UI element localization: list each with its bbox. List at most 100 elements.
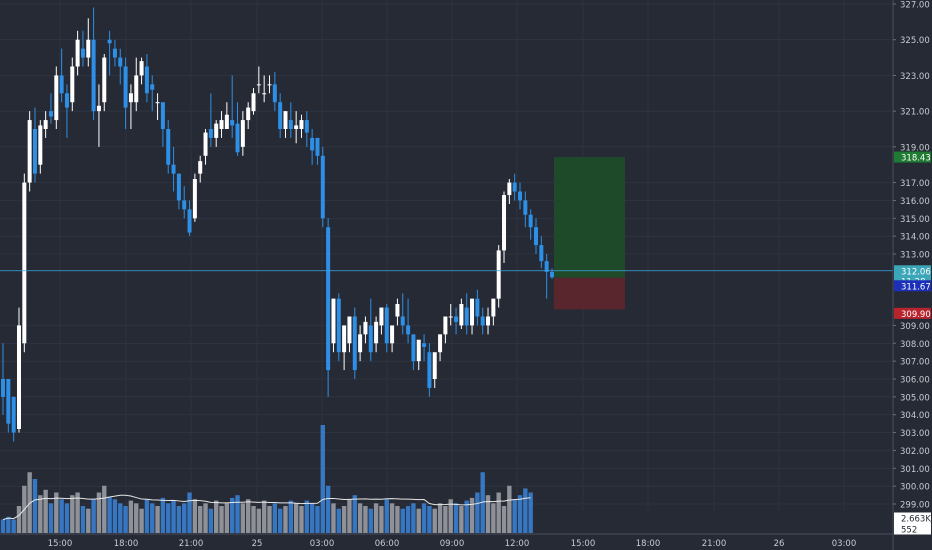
candle-body [438, 334, 443, 353]
volume-bars [0, 425, 533, 533]
price-tick-label: 327.00 [900, 1, 930, 11]
volume-bar [229, 497, 235, 533]
volume-bar [459, 506, 464, 533]
time-tick-label: 03:00 [832, 539, 857, 549]
volume-bar [395, 506, 400, 533]
candle-body [390, 325, 395, 344]
candle-body [518, 191, 523, 201]
volume-bar [171, 500, 176, 533]
volume-bar [32, 479, 38, 533]
volume-bar [400, 508, 405, 533]
candle-body [272, 84, 277, 103]
volume-bar [155, 506, 160, 533]
candle-body [315, 137, 320, 156]
volume-bar [70, 495, 75, 533]
volume-bar [123, 506, 128, 533]
volume-bar [405, 506, 411, 533]
volume-bar [128, 500, 134, 533]
price-tick-label: 319.00 [900, 143, 930, 153]
volume-bar [373, 503, 379, 533]
volume-bar [214, 500, 219, 533]
price-axis[interactable]: 327.00 325.00 323.00 321.00 319.00 317.00 316.… [892, 0, 930, 550]
target-price-tag-bg [894, 151, 931, 163]
volume-bar [421, 503, 427, 533]
profit-target-zone[interactable] [553, 157, 625, 278]
volume-bar [267, 506, 272, 533]
risk-reward-zones[interactable] [553, 157, 625, 310]
candle-body [6, 379, 11, 424]
volume-moving-average-line [2, 494, 531, 520]
volume-bar [224, 503, 230, 533]
candle-body [320, 155, 325, 219]
candle-body [464, 307, 469, 326]
volume-bar [341, 506, 347, 533]
stop-loss-zone[interactable] [553, 277, 625, 310]
volume-bar [347, 499, 352, 533]
price-tick-label: 305.00 [900, 393, 930, 403]
candle-body [230, 120, 235, 126]
candle-body [358, 334, 363, 353]
volume-bar [293, 503, 299, 533]
candle-body [416, 339, 421, 362]
volume-bar [315, 506, 320, 533]
price-tick-label: 309.00 [900, 322, 930, 332]
candle-body [192, 179, 197, 219]
time-tick-label: 21:00 [179, 539, 204, 549]
candle-body [144, 66, 149, 94]
price-tick-label: 317.00 [900, 179, 930, 189]
time-tick-label: 25 [252, 539, 263, 549]
candle-body [86, 39, 91, 58]
time-axis[interactable]: 15:00 18:00 21:00 25 03:00 06:00 09:00 12:00 15:… [0, 533, 893, 549]
volume-bar [240, 503, 246, 533]
volume-bar [102, 485, 107, 533]
volume-bar [134, 503, 139, 533]
price-tick-label: 313.00 [900, 251, 930, 261]
candle-body [102, 57, 107, 103]
volume-bar [496, 492, 501, 533]
volume-bar [166, 503, 171, 533]
candle-body [182, 200, 187, 210]
candle-body [54, 75, 59, 121]
candle-body [512, 182, 517, 192]
volume-bar [448, 499, 453, 533]
volume-bar [491, 503, 496, 533]
price-tick-label: 302.00 [900, 447, 930, 457]
candle-body [256, 84, 261, 86]
volume-bar [38, 495, 43, 533]
stop-price-tag-bg [894, 307, 931, 319]
volume-bar [325, 485, 331, 533]
candle-body [38, 125, 43, 165]
candle-body [155, 102, 160, 104]
volume-bar [272, 503, 278, 533]
candle-body [427, 352, 432, 388]
volume-bar [198, 506, 203, 533]
entry-price-tag: 311.67 [901, 282, 931, 292]
volume-bar [208, 508, 214, 533]
candle-body [304, 120, 309, 133]
volume-bar [416, 508, 421, 533]
candle-body [118, 57, 123, 67]
candle-body [235, 123, 240, 153]
volume-bar [469, 497, 475, 533]
volume-bar [112, 499, 118, 533]
volume-bar [512, 499, 517, 533]
volume-bar [501, 506, 507, 533]
current-price-tag: 312.06 [901, 267, 931, 277]
candle-body [502, 195, 507, 251]
volume-bar [43, 489, 48, 533]
volume-bar [54, 492, 59, 533]
candle-body [176, 173, 181, 201]
price-tick-label: 300.00 [900, 483, 930, 493]
volume-bar [277, 508, 283, 533]
candle-body [486, 316, 491, 326]
candle-body [534, 227, 538, 246]
candle-body [240, 120, 245, 147]
candle-body [32, 129, 37, 174]
price-tick-label: 321.00 [900, 108, 930, 118]
volume-bar [27, 472, 32, 533]
candle-body [208, 129, 213, 138]
volume-bar [480, 472, 485, 533]
volume-bar [320, 425, 325, 533]
volume-value-tag: 2.663K [901, 515, 931, 525]
